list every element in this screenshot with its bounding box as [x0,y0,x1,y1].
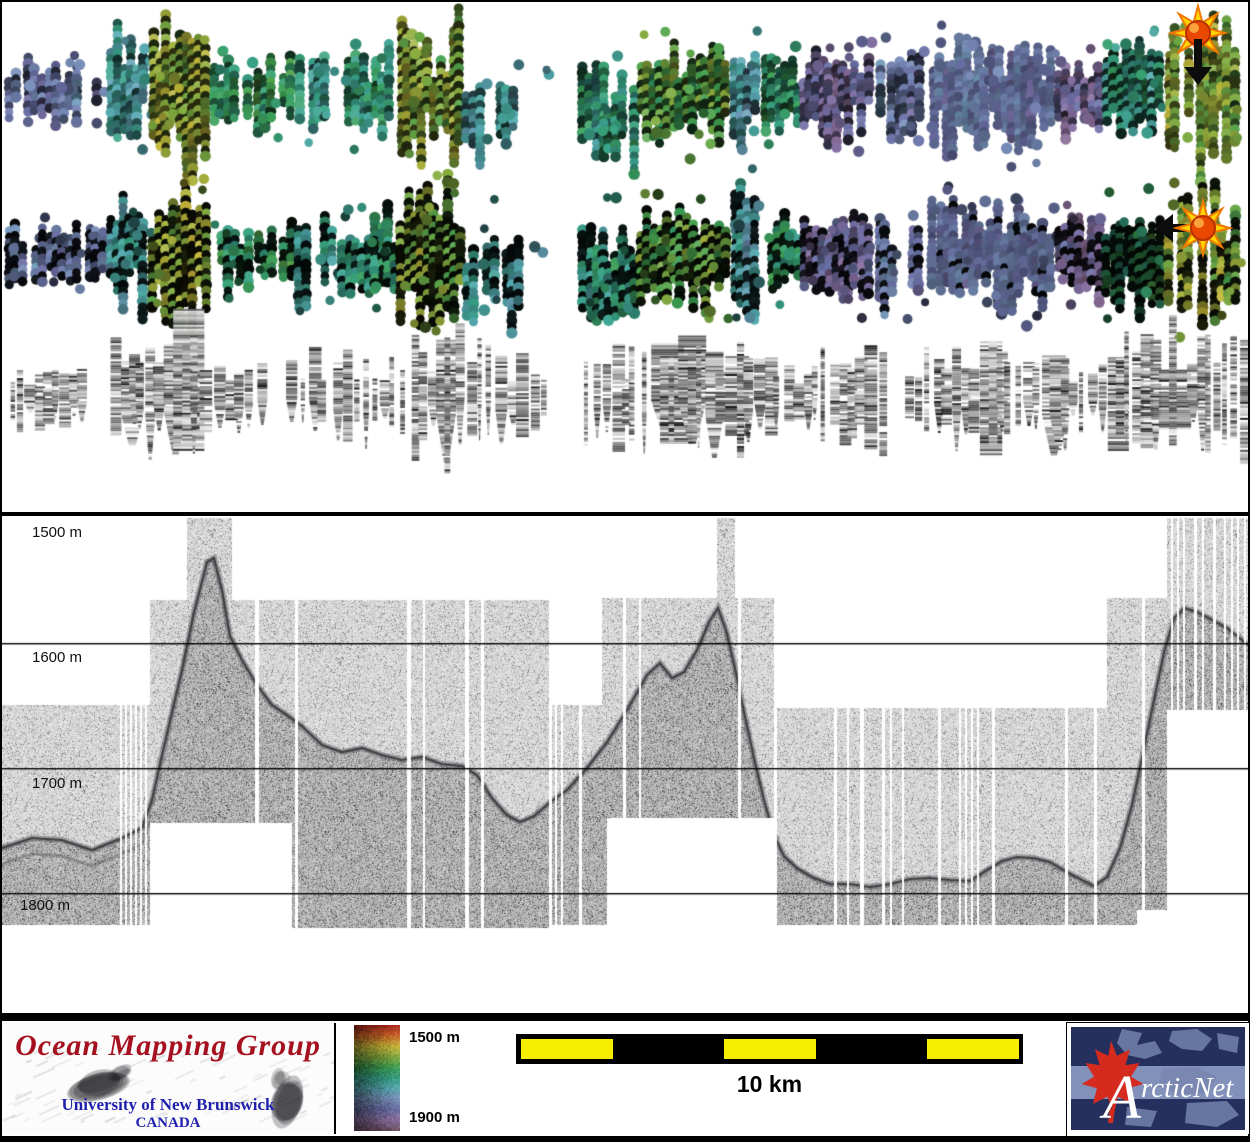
sun-core-highlight [1189,23,1199,33]
echogram-canvas [2,516,1248,1013]
omg-logo-background [2,1023,334,1134]
depth-tick-1500m: 1500 m [32,524,83,541]
arcticnet-logo-art: A rcticNet [1067,1023,1249,1134]
ocean-mapping-group-logo: Ocean Mapping Group University of New Br… [2,1023,336,1134]
omg-logo-title: Ocean Mapping Group [15,1029,321,1062]
arcticnet-wordmark-initial: A [1099,1064,1142,1132]
scale-bar-segment [724,1039,816,1059]
omg-logo-subtitle: University of New Brunswick [61,1095,275,1114]
depth-tick-1800m: 1800 m [20,897,71,914]
multibeam-pointcloud-panel [2,2,1248,512]
map-scale-bar [516,1034,1023,1064]
depth-tick-1700m: 1700 m [32,775,83,792]
scale-bar-segment [521,1039,613,1059]
sun-illumination-icon-1 [1167,2,1229,85]
depth-colorbar [354,1025,400,1131]
scale-bar-segment [927,1039,1019,1059]
arcticnet-logo: A rcticNet [1066,1022,1250,1137]
maple-leaf-icon [1081,1041,1144,1124]
pointcloud-canvas [2,2,1248,512]
depth-tick-1600m: 1600 m [32,649,83,666]
sun-illumination-icon-2 [1155,197,1234,259]
colorbar-label-bottom: 1900 m [409,1109,460,1126]
arcticnet-wordmark: rcticNet [1141,1072,1234,1104]
subbottom-profile-panel: 1500 m 1600 m 1700 m 1800 m [2,516,1248,1013]
footer-panel: Ocean Mapping Group University of New Br… [2,1021,1250,1137]
omg-logo-country: CANADA [135,1115,201,1131]
illumination-arrow-down-icon [1184,39,1212,85]
colorbar-label-top: 1500 m [409,1029,460,1046]
sun-core-highlight [1194,218,1204,228]
scale-bar-label: 10 km [736,1071,803,1097]
sun-core [1190,215,1216,241]
